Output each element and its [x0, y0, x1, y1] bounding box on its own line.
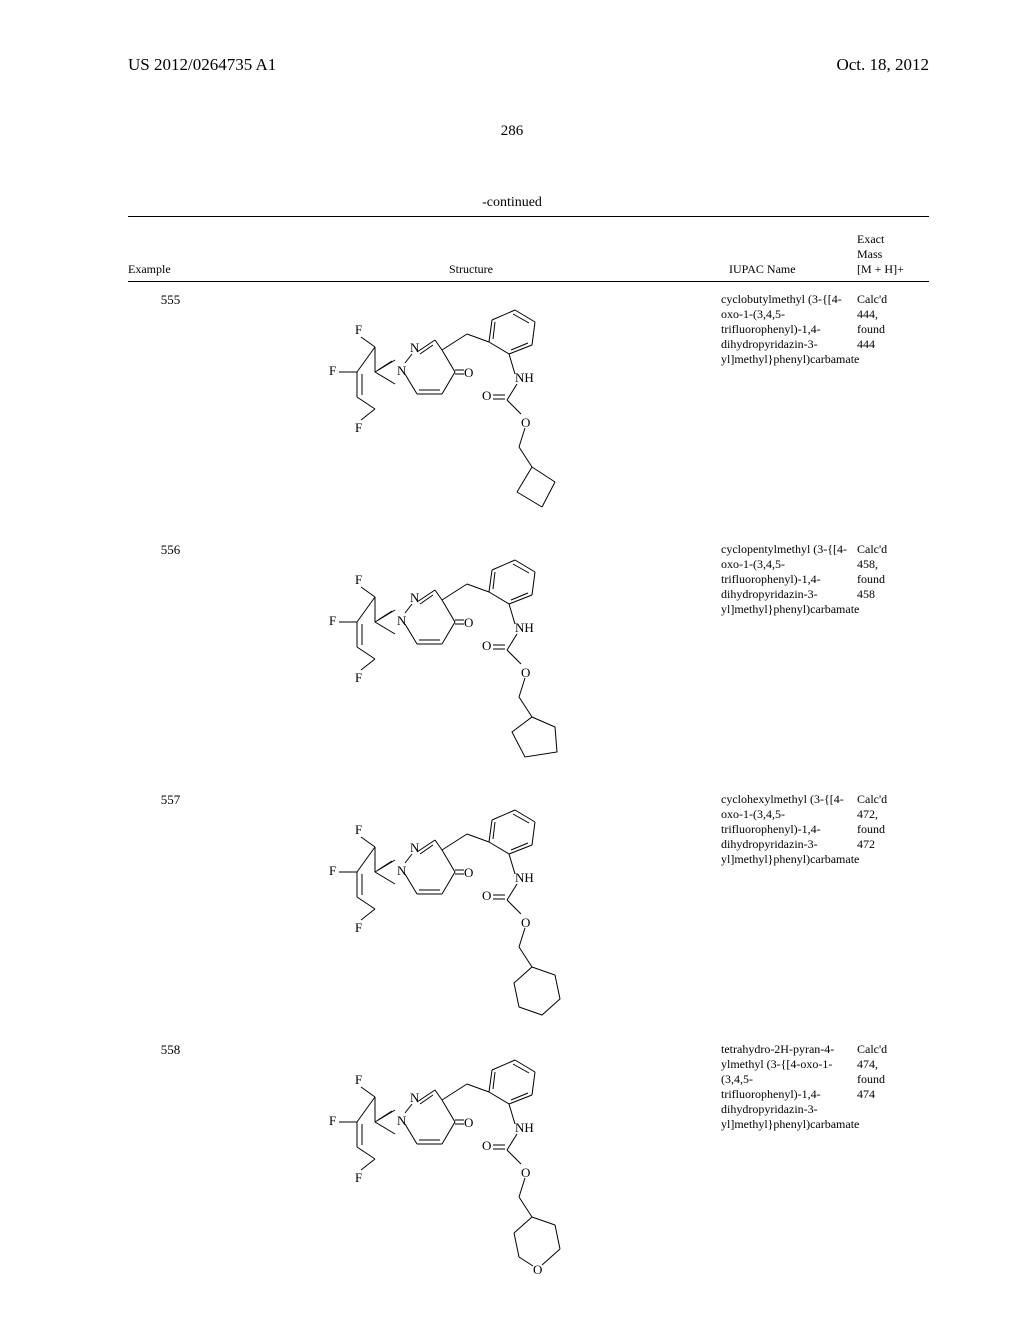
patent-header: US 2012/0264735 A1 Oct. 18, 2012 [0, 0, 1024, 75]
structure-cell: F F F N N [213, 292, 721, 522]
page-number: 286 [0, 123, 1024, 140]
table-header: Example Structure IUPAC Name Exact Mass … [128, 217, 929, 281]
iupac-name: tetrahydro-2H-pyran-4-ylmethyl (3-{[4-ox… [721, 1042, 857, 1132]
table-row: 557 F F F N N [128, 782, 929, 1032]
structure-556: F F F N N [297, 542, 637, 772]
svg-text:O: O [464, 615, 473, 630]
svg-text:F: F [329, 613, 336, 628]
compound-table: Example Structure IUPAC Name Exact Mass … [128, 216, 929, 1292]
publication-date: Oct. 18, 2012 [836, 55, 929, 75]
structure-cell: F F F N N [213, 1042, 721, 1282]
svg-text:NH: NH [515, 1120, 534, 1135]
svg-text:F: F [355, 1170, 362, 1185]
svg-text:F: F [329, 363, 336, 378]
svg-text:F: F [355, 1072, 362, 1087]
svg-text:N: N [410, 590, 420, 605]
svg-text:N: N [410, 340, 420, 355]
table-row: 556 F F F N N [128, 532, 929, 782]
mass-value: Calc'd 444, found 444 [857, 292, 929, 352]
table-row: 558 F F F N N [128, 1032, 929, 1292]
svg-text:N: N [410, 1090, 420, 1105]
structure-558: F F F N N [297, 1042, 637, 1282]
svg-text:O: O [482, 638, 491, 653]
svg-text:O: O [521, 1165, 530, 1180]
table-row: 555 F F F N N [128, 282, 929, 532]
structure-557: F F F N N [297, 792, 637, 1022]
example-number: 557 [128, 792, 213, 808]
structure-cell: F F F N N [213, 542, 721, 772]
iupac-name: cyclohexylmethyl (3-{[4-oxo-1-(3,4,5-tri… [721, 792, 857, 867]
svg-text:O: O [482, 388, 491, 403]
header-example: Example [128, 232, 213, 277]
svg-text:O: O [482, 888, 491, 903]
svg-text:O: O [521, 415, 530, 430]
structure-cell: F F F N N [213, 792, 721, 1022]
header-mass: Exact Mass [M + H]+ [857, 232, 929, 277]
svg-text:NH: NH [515, 620, 534, 635]
svg-text:F: F [355, 822, 362, 837]
iupac-name: cyclobutylmethyl (3-{[4-oxo-1-(3,4,5-tri… [721, 292, 857, 367]
svg-text:O: O [464, 865, 473, 880]
publication-number: US 2012/0264735 A1 [128, 55, 276, 75]
header-structure: Structure [213, 232, 729, 277]
svg-text:F: F [355, 420, 362, 435]
svg-text:O: O [482, 1138, 491, 1153]
example-number: 555 [128, 292, 213, 308]
mass-value: Calc'd 458, found 458 [857, 542, 929, 602]
example-number: 558 [128, 1042, 213, 1058]
iupac-name: cyclopentylmethyl (3-{[4-oxo-1-(3,4,5-tr… [721, 542, 857, 617]
svg-text:O: O [533, 1262, 542, 1277]
svg-text:F: F [329, 1113, 336, 1128]
svg-text:F: F [355, 572, 362, 587]
svg-text:O: O [464, 1115, 473, 1130]
svg-text:F: F [355, 920, 362, 935]
svg-text:O: O [521, 915, 530, 930]
header-iupac: IUPAC Name [729, 232, 857, 277]
structure-555: F F F N N [297, 292, 637, 522]
continued-label: -continued [0, 195, 1024, 211]
svg-text:NH: NH [515, 370, 534, 385]
mass-value: Calc'd 472, found 472 [857, 792, 929, 852]
svg-text:O: O [521, 665, 530, 680]
svg-text:F: F [329, 863, 336, 878]
svg-text:F: F [355, 322, 362, 337]
svg-text:O: O [464, 365, 473, 380]
svg-text:N: N [410, 840, 420, 855]
svg-text:NH: NH [515, 870, 534, 885]
mass-value: Calc'd 474, found 474 [857, 1042, 929, 1102]
svg-text:F: F [355, 670, 362, 685]
example-number: 556 [128, 542, 213, 558]
